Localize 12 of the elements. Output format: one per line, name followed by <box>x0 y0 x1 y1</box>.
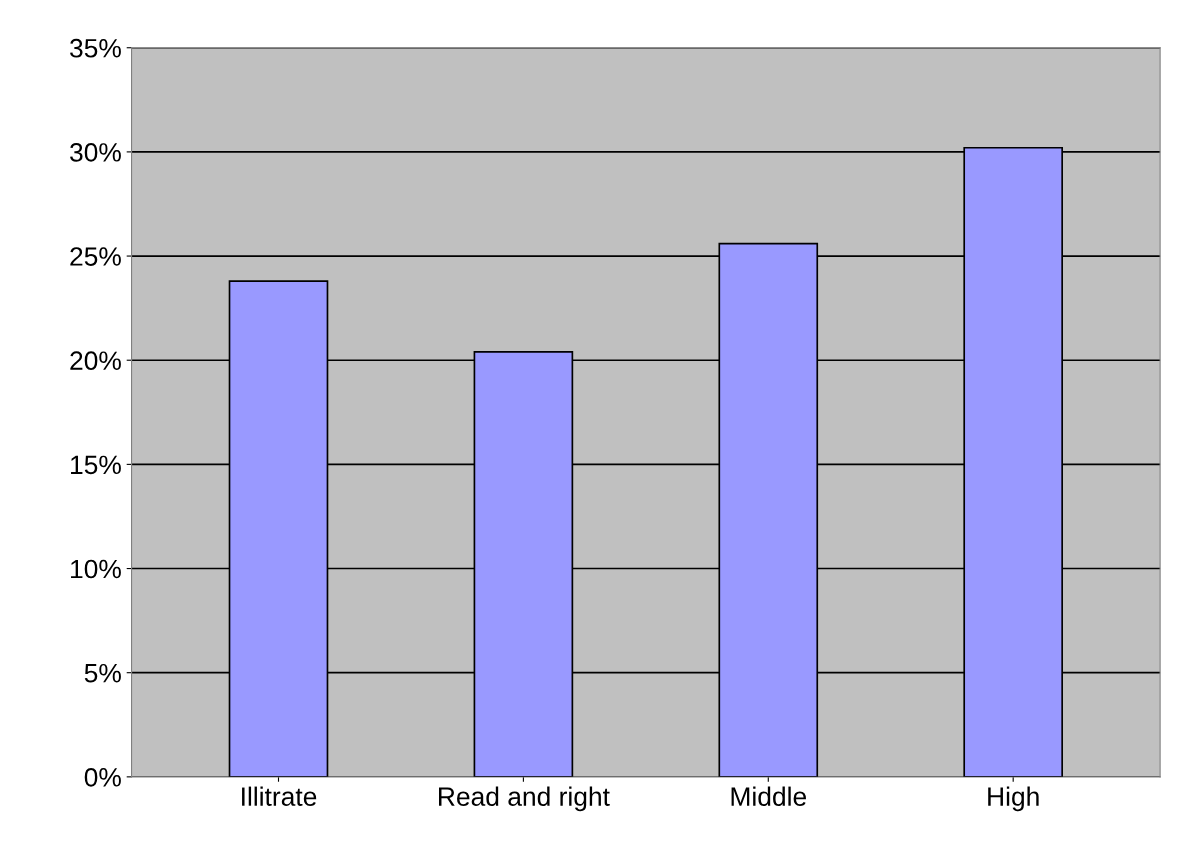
y-tick-label: 25% <box>70 247 121 266</box>
y-tick-label: 0% <box>84 767 121 787</box>
x-tick-label: Illitrate <box>242 786 317 806</box>
y-tick-label: 20% <box>70 351 121 371</box>
y-tick-label: 10% <box>71 559 121 579</box>
y-tick-label: 15% <box>71 455 121 475</box>
y-tick-label: 35% <box>70 38 121 58</box>
x-tick-label: High <box>988 786 1039 812</box>
y-tick-label: 30% <box>70 143 121 162</box>
x-tick-label: Middle <box>731 786 806 806</box>
y-tick-label: 5% <box>84 663 121 683</box>
x-tick-label: Read and right <box>439 786 610 812</box>
